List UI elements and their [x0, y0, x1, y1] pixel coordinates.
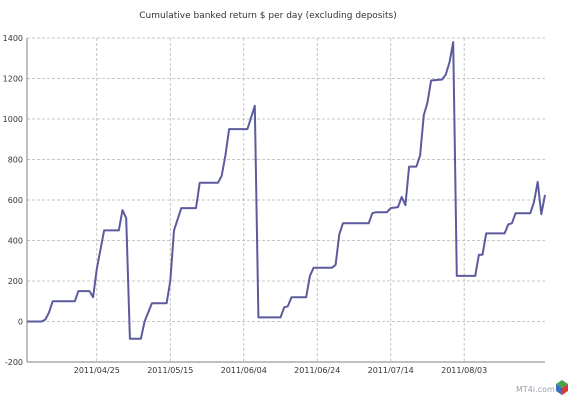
x-tick-label: 2011/07/14	[368, 366, 414, 375]
y-tick-label: 0	[18, 318, 23, 327]
x-tick-label: 2011/08/03	[441, 366, 487, 375]
watermark-logo-icon	[556, 380, 568, 395]
x-tick-label: 2011/06/04	[221, 366, 267, 375]
y-tick-label: 1200	[3, 75, 23, 84]
chart-title: Cumulative banked return $ per day (excl…	[139, 11, 396, 21]
series-layer	[27, 41, 546, 340]
y-tick-label: 800	[8, 156, 23, 165]
y-tick-label: 200	[8, 277, 23, 286]
y-tick-label: 1400	[3, 34, 23, 43]
series-line	[27, 41, 546, 340]
watermark-text: MT4i.com	[516, 385, 555, 394]
y-tick-label: 1000	[3, 115, 23, 124]
x-tick-label: 2011/05/15	[147, 366, 193, 375]
x-tick-label: 2011/04/25	[74, 366, 120, 375]
x-tick-label: 2011/06/24	[294, 366, 340, 375]
y-tick-label: 600	[8, 196, 23, 205]
y-tick-labels: -200 0 200 400 600 800 1000 1200 1400	[3, 34, 23, 367]
y-tick-label: 400	[8, 237, 23, 246]
axes	[26, 38, 545, 363]
y-tick-label: -200	[5, 358, 23, 367]
x-tick-labels: 2011/04/25 2011/05/15 2011/06/04 2011/06/24…	[74, 366, 487, 375]
grid-lines	[27, 37, 545, 362]
